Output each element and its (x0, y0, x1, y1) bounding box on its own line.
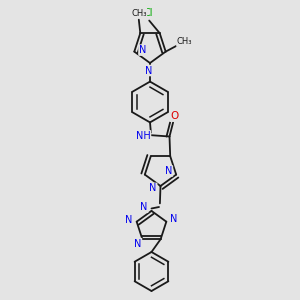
Text: O: O (170, 111, 179, 121)
Text: N: N (145, 65, 152, 76)
Text: N: N (149, 183, 157, 194)
Text: Cl: Cl (143, 8, 153, 18)
Text: N: N (140, 202, 148, 212)
Text: N: N (134, 238, 142, 249)
Text: N: N (125, 215, 133, 225)
Text: CH₃: CH₃ (131, 9, 147, 18)
Text: NH: NH (136, 131, 151, 141)
Text: CH₃: CH₃ (177, 37, 192, 46)
Text: N: N (170, 214, 178, 224)
Text: N: N (165, 166, 172, 176)
Text: N: N (139, 45, 146, 55)
